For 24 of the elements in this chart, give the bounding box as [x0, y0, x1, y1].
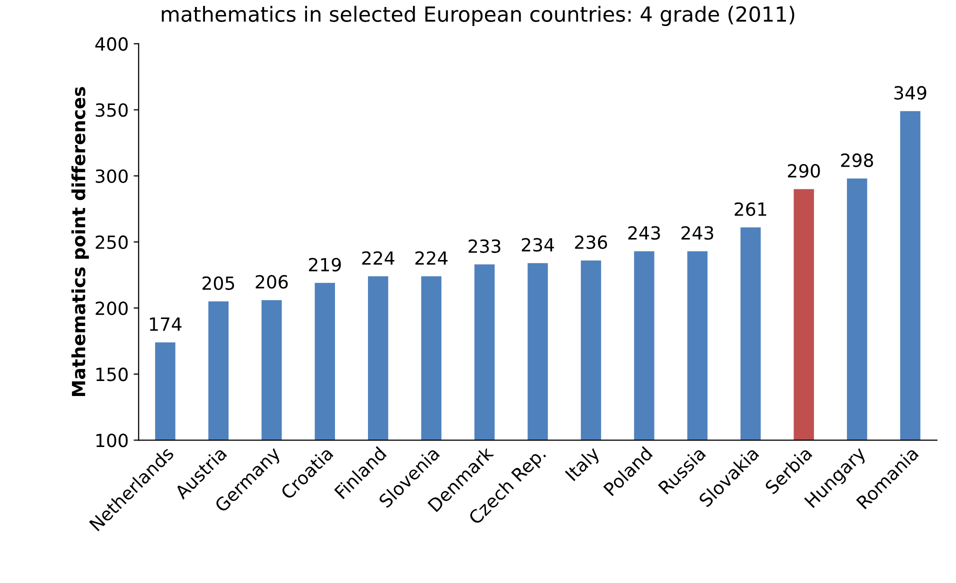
data-label: 224	[415, 251, 448, 265]
chart-title: mathematics in selected European countries: 4 grade (2011)	[162, 6, 794, 26]
data-label: 206	[256, 275, 288, 289]
data-label: 290	[788, 164, 820, 178]
y-tick-label: 150	[96, 368, 128, 382]
data-label: 233	[468, 239, 500, 253]
y-tick-label: 250	[96, 235, 128, 250]
data-label: 349	[894, 86, 926, 100]
data-label: 224	[362, 251, 394, 265]
data-label: 174	[150, 318, 182, 331]
data-label: 234	[522, 238, 554, 252]
y-tick-label: 300	[96, 169, 128, 183]
data-label: 261	[734, 202, 766, 216]
y-tick-label: 100	[96, 434, 128, 448]
y-axis-title: Mathematics point differences	[71, 87, 89, 396]
data-label: 298	[841, 153, 874, 168]
y-tick-label: 400	[95, 37, 128, 51]
data-label: 205	[202, 276, 234, 290]
y-tick-label: 350	[96, 103, 128, 117]
data-label: 243	[628, 226, 660, 240]
data-label: 219	[308, 258, 341, 272]
data-label: 243	[681, 226, 714, 240]
y-tick-label: 200	[96, 301, 128, 316]
data-label: 236	[575, 235, 608, 250]
